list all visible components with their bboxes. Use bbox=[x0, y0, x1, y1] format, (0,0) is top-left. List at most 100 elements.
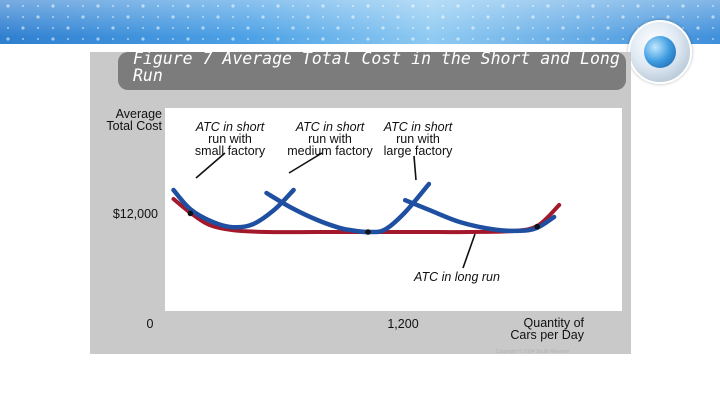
header-dot bbox=[52, 16, 54, 18]
header-dot bbox=[22, 38, 24, 40]
tangent-point-0 bbox=[187, 210, 194, 217]
header-dot bbox=[276, 4, 280, 8]
header-dot bbox=[262, 5, 264, 7]
tangent-point-1 bbox=[365, 229, 371, 235]
annotation-small-line-2: run with bbox=[208, 132, 252, 146]
header-dot bbox=[681, 4, 685, 8]
annotation-small-line-3: small factory bbox=[194, 144, 266, 158]
header-dot bbox=[471, 26, 475, 30]
header-dot bbox=[412, 27, 414, 29]
header-dot bbox=[112, 5, 114, 7]
header-dot bbox=[697, 16, 699, 18]
header-dot bbox=[577, 5, 579, 7]
header-dot bbox=[501, 4, 505, 8]
header-dot bbox=[186, 37, 190, 41]
header-dot bbox=[37, 27, 39, 29]
header-dot bbox=[292, 16, 294, 18]
header-dot bbox=[337, 5, 339, 7]
header-dot bbox=[67, 38, 69, 40]
header-dot bbox=[231, 37, 235, 41]
header-dot bbox=[487, 27, 489, 29]
header-dot bbox=[591, 4, 595, 8]
annotation-medium-line-2: run with bbox=[308, 132, 352, 146]
title-bar bbox=[118, 52, 626, 90]
x-tick-label-1: 1,200 bbox=[387, 317, 419, 331]
header-dot bbox=[592, 27, 594, 29]
header-dot bbox=[682, 16, 684, 18]
annotation-large-factory: ATC in short run with large factory bbox=[372, 120, 464, 158]
header-dot bbox=[51, 4, 55, 8]
header-dot bbox=[351, 15, 355, 19]
header-dot bbox=[352, 5, 354, 7]
header-dot bbox=[141, 4, 145, 8]
header-dot bbox=[607, 16, 609, 18]
pointer-layer bbox=[195, 152, 476, 269]
header-dot bbox=[441, 15, 445, 19]
header-dot bbox=[127, 5, 129, 7]
header-dot bbox=[246, 26, 250, 30]
header-dot bbox=[277, 16, 279, 18]
header-dot bbox=[442, 38, 444, 40]
header-dot bbox=[576, 15, 580, 19]
header-dot bbox=[322, 16, 324, 18]
header-dot bbox=[667, 5, 669, 7]
header-dot bbox=[126, 15, 130, 19]
header-dot bbox=[367, 27, 369, 29]
copyright-text: Copyright © 2004 South-Western bbox=[495, 349, 570, 355]
header-dot bbox=[37, 38, 39, 40]
header-dot bbox=[22, 16, 24, 18]
header-dot bbox=[487, 5, 489, 7]
annotation-pointer-2 bbox=[413, 155, 417, 181]
header-dot bbox=[187, 16, 189, 18]
header-dot bbox=[6, 37, 10, 41]
header-dot bbox=[111, 26, 115, 30]
header-dot bbox=[127, 38, 129, 40]
header-dot bbox=[382, 38, 384, 40]
header-dot bbox=[307, 5, 309, 7]
header-dot bbox=[172, 5, 174, 7]
header-dot bbox=[426, 26, 430, 30]
header-dot bbox=[621, 15, 625, 19]
header-dot bbox=[172, 38, 174, 40]
header-dot bbox=[456, 4, 460, 8]
header-dot bbox=[82, 5, 84, 7]
header-dot bbox=[67, 5, 69, 7]
header-dot bbox=[532, 5, 534, 7]
header-dot bbox=[216, 15, 220, 19]
header-dot bbox=[321, 37, 325, 41]
x-tick-label-0: 0 bbox=[146, 317, 154, 331]
annotation-long-run: ATC in long run bbox=[402, 271, 512, 284]
header-dot bbox=[232, 27, 234, 29]
header-dot bbox=[172, 27, 174, 29]
header-dot bbox=[157, 38, 159, 40]
header-dot bbox=[562, 16, 564, 18]
header-dot bbox=[36, 15, 40, 19]
header-dot bbox=[112, 38, 114, 40]
header-dot bbox=[352, 38, 354, 40]
header-dot bbox=[562, 5, 564, 7]
header-dot bbox=[337, 16, 339, 18]
header-dot bbox=[472, 16, 474, 18]
header-dot bbox=[247, 38, 249, 40]
header-dot bbox=[501, 37, 505, 41]
header-dot bbox=[622, 27, 624, 29]
header-dot bbox=[96, 4, 100, 8]
header-dot bbox=[322, 27, 324, 29]
header-dot bbox=[606, 26, 610, 30]
header-dot bbox=[171, 15, 175, 19]
annotation-large-line-1: ATC in short bbox=[383, 120, 453, 134]
atc-short-run-medium-factory-line bbox=[264, 181, 432, 235]
tangent-point-layer bbox=[187, 210, 540, 235]
header-dot bbox=[577, 38, 579, 40]
header-dot bbox=[337, 38, 339, 40]
header-dot bbox=[7, 16, 9, 18]
header-dot bbox=[607, 5, 609, 7]
header-dot bbox=[517, 38, 519, 40]
header-dot bbox=[547, 16, 549, 18]
header-dot bbox=[231, 4, 235, 8]
annotation-large-line-3: large factory bbox=[383, 144, 453, 158]
header-dot bbox=[262, 38, 264, 40]
header-dot bbox=[412, 16, 414, 18]
header-dot bbox=[382, 5, 384, 7]
header-dot bbox=[276, 37, 280, 41]
